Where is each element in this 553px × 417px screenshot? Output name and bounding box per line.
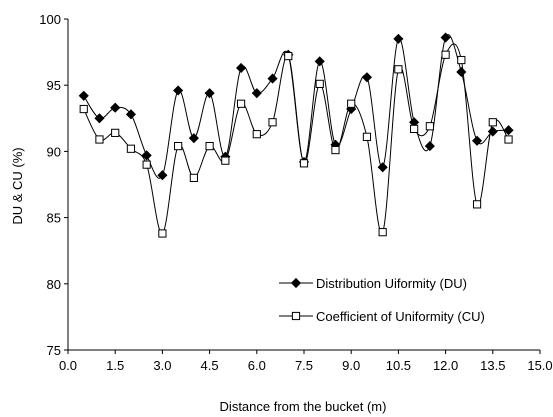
x-tick-label: 4.5 [201, 358, 219, 373]
x-tick-label: 6.0 [248, 358, 266, 373]
x-tick-label: 9.0 [342, 358, 360, 373]
series-2-point [221, 156, 230, 165]
y-axis-label: DU & CU (%) [10, 147, 25, 224]
series-1-point [251, 88, 262, 99]
series-2-point [111, 128, 120, 137]
series-2-point [331, 145, 340, 155]
x-tick-label: 10.5 [386, 358, 411, 373]
x-tick-label: 13.5 [480, 358, 505, 373]
series-2-point [236, 99, 246, 108]
x-tick-label: 0.0 [59, 358, 77, 373]
series-2-point [441, 50, 450, 59]
x-axis-ticks: 0.0 1.5 3.0 4.5 6.0 7.5 9.0 10.5 12.0 13.5 15.0 [59, 350, 553, 373]
series-2-point [347, 99, 356, 108]
y-axis-ticks: 75 80 85 90 95 100 [39, 12, 68, 358]
series-2-point [504, 135, 513, 144]
series-1-point [393, 33, 404, 44]
legend-item-1: Distribution Uiformity (DU) [279, 276, 467, 291]
series-1-point [472, 135, 483, 146]
series-2-point [394, 65, 403, 74]
legend-item-2: Coefficient of Uniformity (CU) [279, 309, 485, 324]
series-2-point [425, 122, 434, 131]
series-2-point [174, 142, 183, 151]
series-1-point [94, 113, 105, 124]
series-2-point [79, 104, 88, 114]
series-2-point [457, 55, 466, 65]
series-1-point [314, 56, 325, 67]
series-1-point [361, 72, 372, 83]
series-2-point [315, 79, 324, 88]
series-2-point [252, 130, 261, 139]
series-1-point [503, 125, 514, 136]
legend: Distribution Uiformity (DU) Coefficient o… [279, 276, 485, 324]
x-tick-label: 15.0 [527, 358, 552, 373]
series-2-point [284, 51, 293, 61]
series-2-point [378, 228, 387, 237]
series-2-point [95, 135, 104, 144]
series-1-point [125, 109, 136, 120]
series-1-point [440, 32, 451, 43]
y-tick-label: 95 [47, 78, 61, 93]
series-layer [78, 32, 514, 238]
legend-label: Coefficient of Uniformity (CU) [316, 309, 485, 324]
series-2-point [189, 173, 198, 182]
series-2-point [488, 118, 497, 127]
x-tick-label: 3.0 [153, 358, 171, 373]
y-tick-label: 75 [47, 343, 61, 358]
x-tick-label: 12.0 [433, 358, 458, 373]
x-tick-label: 7.5 [295, 358, 313, 373]
series-2-point [158, 229, 167, 238]
x-tick-label: 1.5 [106, 358, 124, 373]
series-2-point [472, 200, 482, 209]
y-tick-label: 100 [39, 12, 61, 27]
series-2-point [126, 144, 136, 153]
y-tick-label: 85 [47, 211, 61, 226]
series-2-point [142, 160, 151, 169]
legend-marker [290, 277, 302, 289]
series-1-point [157, 170, 168, 181]
series-2-point [299, 159, 309, 168]
legend-marker [291, 311, 301, 321]
y-tick-label: 80 [47, 277, 61, 292]
series-2-point [205, 142, 214, 151]
series-1-point [188, 133, 199, 144]
series-1-point [377, 162, 388, 173]
series-2-point [268, 118, 277, 127]
series-1-point [424, 141, 435, 152]
x-axis-label: Distance from the bucket (m) [220, 399, 387, 414]
series-1-point [141, 150, 152, 161]
series-2-point [410, 124, 419, 133]
series-1-point [236, 62, 247, 74]
series-2-point [362, 132, 372, 141]
series-1-point [267, 73, 278, 84]
series-1-point [78, 90, 89, 101]
series-1-point [110, 102, 121, 113]
legend-label: Distribution Uiformity (DU) [316, 276, 467, 291]
series-1-point [173, 85, 184, 96]
y-tick-label: 90 [47, 144, 61, 159]
series-1-point [204, 88, 215, 99]
series-2 [79, 43, 513, 238]
